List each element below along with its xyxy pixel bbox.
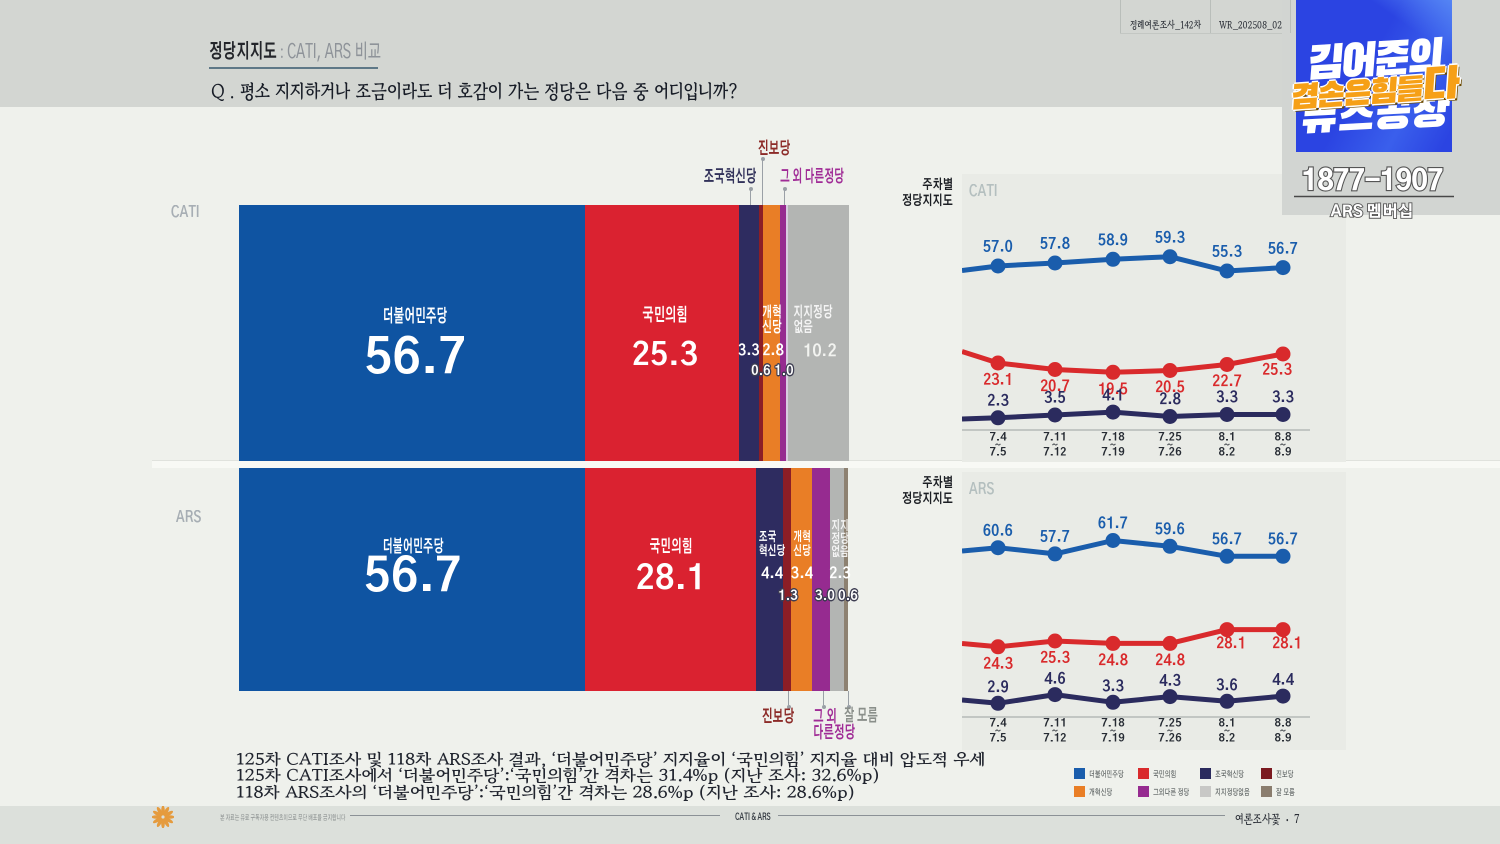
svg-text:7.11: 7.11	[1043, 432, 1066, 444]
svg-text:7.19: 7.19	[1101, 447, 1125, 459]
svg-text:8.9: 8.9	[1275, 447, 1293, 459]
svg-text:~: ~	[1052, 728, 1059, 736]
svg-text:56.7: 56.7	[1268, 532, 1298, 548]
svg-text:60.6: 60.6	[983, 523, 1013, 539]
svg-text:7.11: 7.11	[1043, 718, 1066, 730]
svg-text:7.4: 7.4	[990, 718, 1008, 730]
svg-text:7.18: 7.18	[1101, 718, 1125, 730]
svg-text:8.8: 8.8	[1275, 718, 1293, 730]
svg-text:8.1: 8.1	[1219, 432, 1236, 444]
svg-text:57.8: 57.8	[1040, 236, 1070, 252]
svg-text:~: ~	[1167, 442, 1174, 450]
svg-text:~: ~	[1280, 728, 1287, 736]
svg-text:4.1: 4.1	[1102, 387, 1124, 403]
svg-text:2.9: 2.9	[987, 680, 1009, 696]
svg-text:3.3: 3.3	[1272, 390, 1294, 406]
svg-text:~: ~	[1052, 442, 1059, 450]
svg-text:25.3: 25.3	[1262, 362, 1292, 378]
svg-text:7.4: 7.4	[990, 432, 1008, 444]
svg-text:20.5: 20.5	[1155, 380, 1185, 396]
svg-text:24.8: 24.8	[1098, 653, 1128, 669]
svg-text:7.12: 7.12	[1043, 447, 1067, 459]
svg-text:28.1: 28.1	[1272, 636, 1302, 652]
svg-text:56.7: 56.7	[1268, 241, 1298, 257]
svg-text:8.8: 8.8	[1275, 432, 1293, 444]
svg-text:7.26: 7.26	[1158, 733, 1182, 745]
svg-text:55.3: 55.3	[1212, 244, 1242, 260]
svg-text:~: ~	[1167, 728, 1174, 736]
svg-text:56.7: 56.7	[1212, 532, 1242, 548]
svg-text:ARS 멤버십: ARS 멤버십	[1330, 203, 1414, 221]
svg-text:4.4: 4.4	[1272, 672, 1294, 688]
svg-text:20.7: 20.7	[1040, 379, 1070, 395]
svg-text:8.1: 8.1	[1219, 718, 1236, 730]
svg-text:59.3: 59.3	[1155, 230, 1185, 246]
svg-text:8.2: 8.2	[1219, 733, 1237, 745]
svg-text:61.7: 61.7	[1098, 516, 1128, 532]
svg-text:7.26: 7.26	[1158, 447, 1182, 459]
svg-text:4.6: 4.6	[1044, 671, 1066, 687]
svg-text:59.6: 59.6	[1155, 522, 1185, 538]
svg-text:~: ~	[1110, 728, 1117, 736]
svg-text:~: ~	[1280, 442, 1287, 450]
svg-text:23.1: 23.1	[983, 372, 1013, 388]
svg-text:2.3: 2.3	[987, 393, 1009, 409]
svg-text:57.7: 57.7	[1040, 529, 1070, 545]
svg-text:4.3: 4.3	[1159, 673, 1181, 689]
svg-text:7.19: 7.19	[1101, 733, 1125, 745]
svg-text:7.12: 7.12	[1043, 733, 1067, 745]
svg-text:8.2: 8.2	[1219, 447, 1237, 459]
svg-text:7.25: 7.25	[1158, 718, 1182, 730]
svg-text:~: ~	[995, 728, 1002, 736]
svg-text:~: ~	[995, 442, 1002, 450]
svg-text:3.3: 3.3	[1216, 390, 1238, 406]
svg-text:3.6: 3.6	[1216, 678, 1238, 694]
svg-text:7.5: 7.5	[990, 447, 1008, 459]
svg-text:24.3: 24.3	[983, 656, 1013, 672]
svg-text:~: ~	[1224, 442, 1231, 450]
svg-text:7.25: 7.25	[1158, 432, 1182, 444]
svg-text:7.18: 7.18	[1101, 432, 1125, 444]
svg-text:1877-1907: 1877-1907	[1301, 167, 1442, 196]
svg-text:3.5: 3.5	[1044, 390, 1066, 406]
svg-text:57.0: 57.0	[983, 239, 1013, 255]
svg-text:~: ~	[1110, 442, 1117, 450]
svg-text:2.8: 2.8	[1159, 392, 1181, 408]
svg-text:8.9: 8.9	[1275, 733, 1293, 745]
svg-text:25.3: 25.3	[1040, 650, 1070, 666]
svg-text:24.8: 24.8	[1155, 653, 1185, 669]
svg-text:28.1: 28.1	[1216, 636, 1246, 652]
svg-text:58.9: 58.9	[1098, 233, 1128, 249]
svg-text:~: ~	[1224, 728, 1231, 736]
svg-text:3.3: 3.3	[1102, 679, 1124, 695]
svg-text:19.5: 19.5	[1098, 382, 1128, 398]
svg-text:22.7: 22.7	[1212, 374, 1242, 390]
svg-text:7.5: 7.5	[990, 733, 1008, 745]
